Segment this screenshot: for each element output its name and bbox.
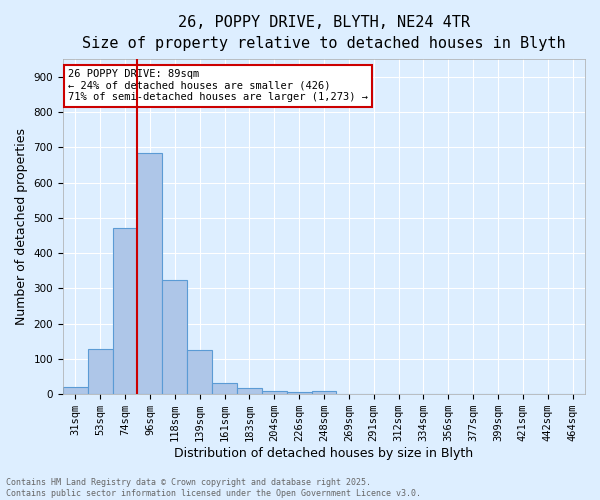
Bar: [262, 390, 287, 394]
Title: 26, POPPY DRIVE, BLYTH, NE24 4TR
Size of property relative to detached houses in: 26, POPPY DRIVE, BLYTH, NE24 4TR Size of…: [82, 15, 566, 51]
Bar: [63, 387, 88, 394]
Bar: [88, 349, 113, 394]
Bar: [113, 228, 137, 394]
X-axis label: Distribution of detached houses by size in Blyth: Distribution of detached houses by size …: [175, 447, 473, 460]
Bar: [163, 280, 187, 394]
Bar: [212, 382, 237, 394]
Text: 26 POPPY DRIVE: 89sqm
← 24% of detached houses are smaller (426)
71% of semi-det: 26 POPPY DRIVE: 89sqm ← 24% of detached …: [68, 69, 368, 102]
Text: Contains HM Land Registry data © Crown copyright and database right 2025.
Contai: Contains HM Land Registry data © Crown c…: [6, 478, 421, 498]
Bar: [311, 391, 337, 394]
Bar: [287, 392, 311, 394]
Bar: [187, 350, 212, 394]
Y-axis label: Number of detached properties: Number of detached properties: [15, 128, 28, 325]
Bar: [237, 388, 262, 394]
Bar: [137, 152, 163, 394]
